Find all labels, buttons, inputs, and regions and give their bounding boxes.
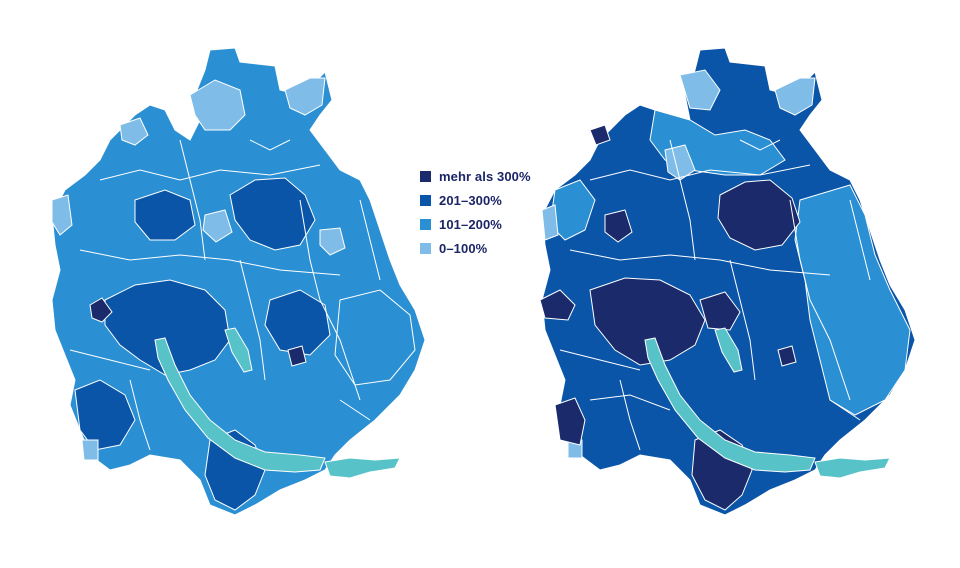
region-darkest-a <box>89 297 113 323</box>
region-light-nw <box>664 144 696 181</box>
map-left <box>40 0 440 540</box>
region-light-northeast <box>774 77 816 116</box>
lake-greifensee <box>224 327 253 373</box>
region-light-north <box>679 69 721 111</box>
lake-obersee <box>324 457 401 479</box>
map-left-svg <box>51 47 426 516</box>
municipality-borders <box>559 139 871 451</box>
legend-item: 201–300% <box>420 188 531 212</box>
region-light-sw <box>81 439 99 461</box>
lake-zurich <box>644 337 816 473</box>
legend-label: mehr als 300% <box>439 168 531 184</box>
region-darkest-c2 <box>699 291 741 331</box>
legend-label: 201–300% <box>439 192 502 208</box>
legend-swatch-0-100 <box>420 242 431 254</box>
region-dark-mid <box>264 289 331 356</box>
legend-swatch-over-300 <box>420 170 431 182</box>
region-light-west <box>541 204 559 241</box>
legend-item: 101–200% <box>420 212 531 236</box>
region-light-north <box>189 79 246 131</box>
region-darkest-central <box>589 277 706 366</box>
legend-label: 101–200% <box>439 216 502 232</box>
region-light-northeast <box>284 77 326 116</box>
lake-greifensee <box>714 327 743 373</box>
region-darkest-mid <box>604 209 633 243</box>
region-darkest-e2 <box>777 345 797 367</box>
legend-swatch-201-300 <box>420 194 431 206</box>
region-dark-central <box>104 279 231 376</box>
region-dark-east <box>229 177 316 251</box>
legend-label: 0–100% <box>439 240 488 256</box>
municipality-borders <box>69 139 381 451</box>
lake-obersee <box>814 457 891 479</box>
region-light-nw <box>119 117 149 146</box>
map-right-svg <box>539 47 916 516</box>
region-darkest-sw <box>554 397 586 446</box>
region-darkest-nw <box>589 124 611 146</box>
region-light-east <box>319 227 346 256</box>
region-light-center <box>202 209 233 243</box>
map-right <box>530 0 930 540</box>
region-darkest-northeast <box>717 179 801 251</box>
legend-item: 0–100% <box>420 236 531 260</box>
lake-zurich <box>154 337 326 473</box>
region-light-west <box>51 194 73 236</box>
region-dark-west <box>74 379 136 451</box>
region-mid-east <box>794 184 911 416</box>
legend-item: mehr als 300% <box>420 164 531 188</box>
canton-shape <box>51 47 426 516</box>
legend-swatch-101-200 <box>420 218 431 230</box>
region-dark-north <box>134 189 196 241</box>
region-darkest-b <box>287 345 307 367</box>
legend: mehr als 300% 201–300% 101–200% 0–100% <box>420 164 531 260</box>
region-darkest-west <box>539 289 576 321</box>
region-mid-east <box>334 289 416 386</box>
